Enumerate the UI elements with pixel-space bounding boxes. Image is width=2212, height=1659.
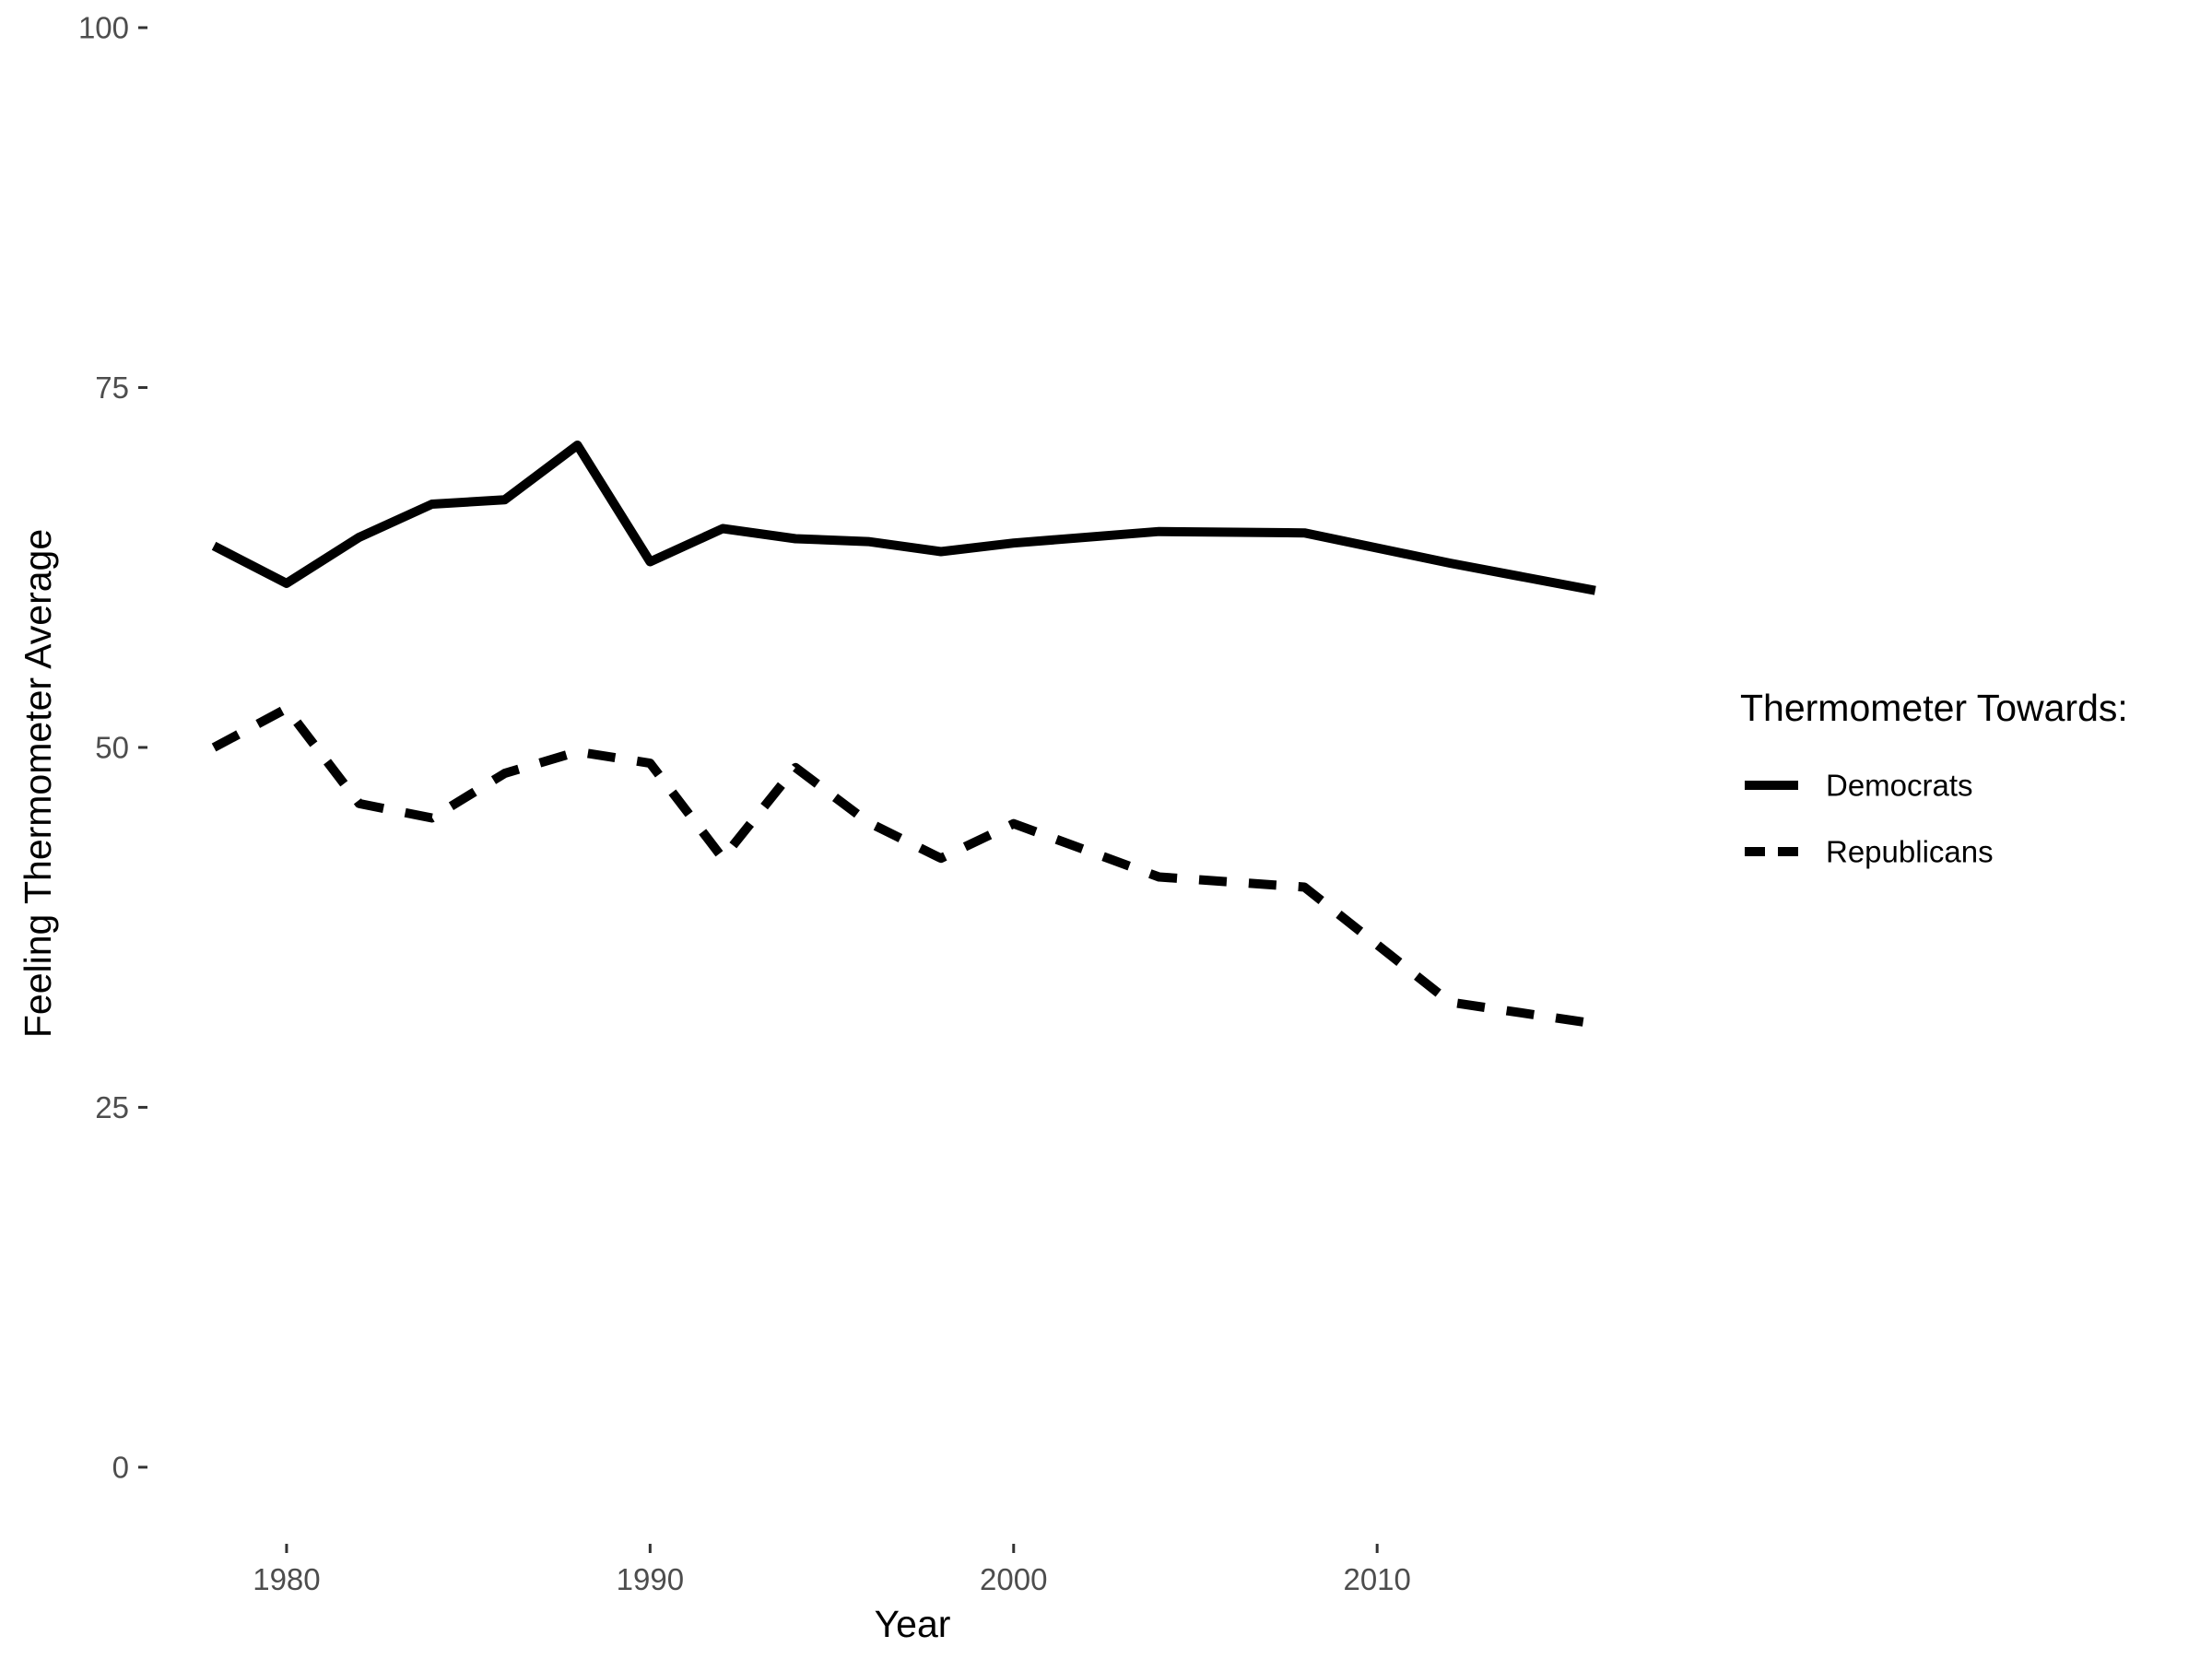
legend-title: Thermometer Towards: — [1740, 687, 2128, 729]
y-tick-label: 50 — [95, 730, 129, 764]
x-tick-label: 2010 — [1343, 1562, 1410, 1596]
series-lines — [211, 441, 1596, 1029]
y-tick-label: 0 — [112, 1450, 129, 1484]
x-tick-label: 1990 — [617, 1562, 684, 1596]
x-tick-label: 1980 — [253, 1562, 320, 1596]
legend-items: Democrats Republicans — [1745, 769, 1994, 869]
y-axis-title: Feeling Thermometer Average — [17, 529, 59, 1038]
y-tick-label: 75 — [95, 371, 129, 405]
series-line-democrats — [211, 441, 1596, 595]
x-axis: 1980 1990 2000 2010 — [253, 1544, 1411, 1596]
y-tick-label: 25 — [95, 1090, 129, 1124]
legend: Thermometer Towards: Democrats Republican… — [1740, 687, 2128, 869]
x-tick-label: 2000 — [980, 1562, 1047, 1596]
series-line-republicans — [211, 703, 1596, 1029]
legend-label-democrats: Democrats — [1826, 769, 1973, 803]
x-axis-title: Year — [875, 1603, 951, 1645]
legend-label-republicans: Republicans — [1826, 835, 1994, 869]
y-axis: 0 25 50 75 100 — [78, 11, 147, 1484]
y-tick-label: 100 — [78, 11, 129, 45]
